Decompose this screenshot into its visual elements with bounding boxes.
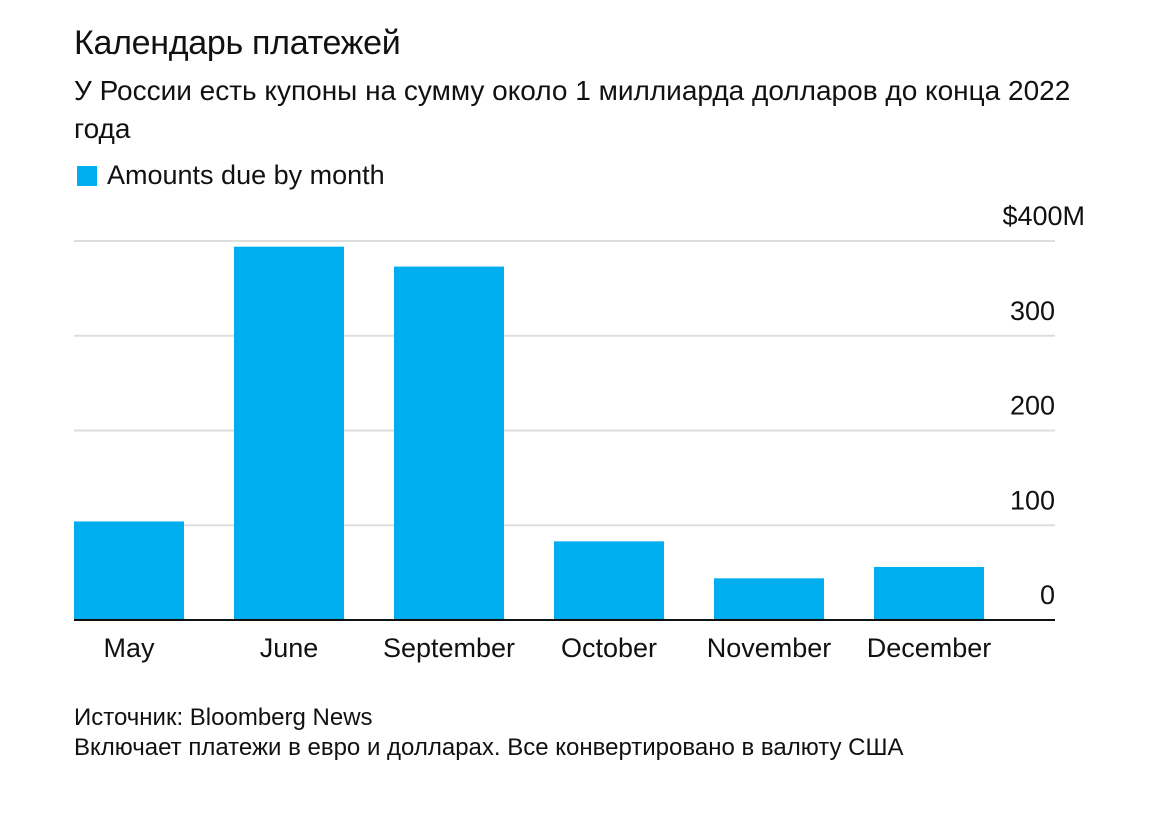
y-tick-label-400: $400M: [1002, 201, 1085, 231]
x-tick-label-november: November: [707, 633, 832, 663]
grid-lines: [74, 240, 1055, 527]
legend: Amounts due by month: [77, 160, 385, 191]
bar-september: [394, 266, 504, 620]
source-note: Источник: Bloomberg News: [74, 704, 373, 731]
x-tick-label-december: December: [867, 633, 992, 663]
bar-may: [74, 521, 184, 620]
x-tick-label-september: September: [383, 633, 515, 663]
x-tick-label-october: October: [561, 633, 657, 663]
x-tick-label-june: June: [260, 633, 319, 663]
y-tick-label-100: 100: [1010, 485, 1055, 515]
bar-december: [874, 566, 984, 620]
legend-label: Amounts due by month: [107, 160, 385, 190]
currency-note: Включает платежи в евро и долларах. Все …: [74, 734, 904, 761]
footer: Источник: Bloomberg News Включает платеж…: [74, 703, 903, 763]
legend-swatch: [77, 165, 97, 186]
y-tick-labels: 0 100 200 300 $400M: [1002, 201, 1085, 610]
chart-subtitle: У России есть купоны на сумму около 1 ми…: [74, 75, 1071, 144]
bar-october: [554, 541, 664, 620]
y-tick-label-200: 200: [1010, 391, 1055, 421]
bar-june: [234, 246, 344, 620]
bars: [74, 246, 984, 620]
chart-title: Календарь платежей: [74, 24, 401, 62]
x-tick-labels: May June September October November December: [103, 633, 991, 663]
y-tick-label-0: 0: [1040, 580, 1055, 610]
x-tick-label-may: May: [103, 633, 155, 663]
y-tick-label-300: 300: [1010, 296, 1055, 326]
bar-november: [714, 578, 824, 620]
